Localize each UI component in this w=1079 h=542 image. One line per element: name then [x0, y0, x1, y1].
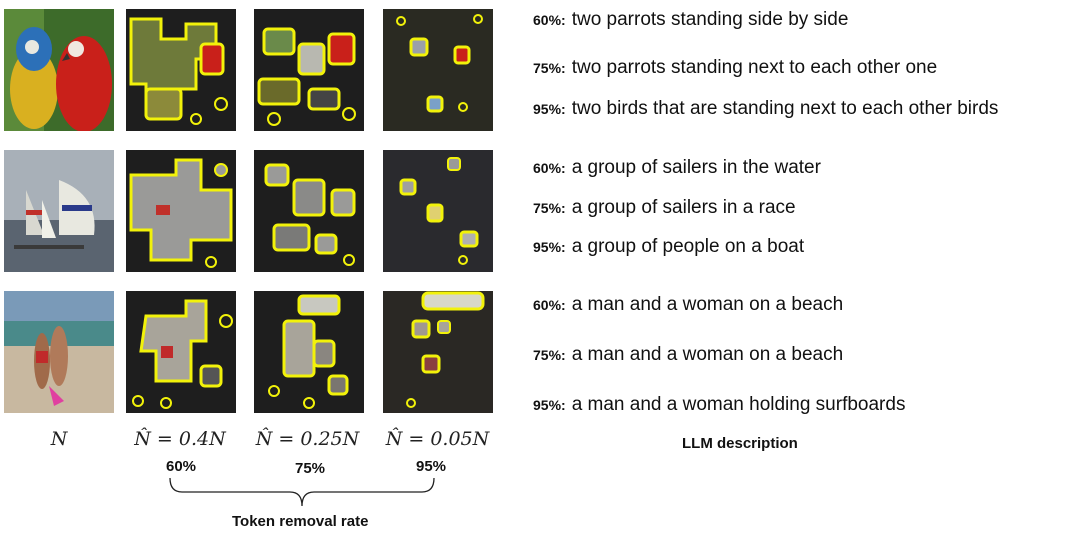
row2-caption-75: 75%: a group of sailers in a race: [533, 197, 796, 219]
row1-caption-60: 60%: two parrots standing side by side: [533, 9, 848, 31]
caption-text: two parrots standing next to each other …: [571, 57, 938, 78]
llm-description-label: LLM description: [682, 435, 798, 452]
row3-caption-75: 75%: a man and a woman on a beach: [533, 344, 843, 366]
row2-caption-60: 60%: a group of sailers in the water: [533, 157, 821, 179]
caption-pct: 75%:: [533, 200, 566, 216]
token-removal-rate-label: Token removal rate: [232, 513, 369, 530]
caption-text: a group of sailers in a race: [571, 197, 796, 218]
caption-text: a man and a woman holding surfboards: [571, 394, 906, 415]
row1-caption-75: 75%: two parrots standing next to each ot…: [533, 57, 937, 79]
caption-pct: 95%:: [533, 239, 566, 255]
row2-original-image: [4, 150, 114, 272]
rate-label-60: 60%: [165, 458, 197, 475]
row3-caption-95: 95%: a man and a woman holding surfboards: [533, 394, 905, 416]
row2-mask-75: [254, 150, 364, 272]
caption-pct: 75%:: [533, 347, 566, 363]
caption-pct: 60%:: [533, 160, 566, 176]
caption-pct: 60%:: [533, 297, 566, 313]
row1-mask-75: [254, 9, 364, 131]
row1-mask-60: [126, 9, 236, 131]
rate-label-95: 95%: [415, 458, 447, 475]
column-label-original: N: [50, 428, 68, 450]
row3-mask-75: [254, 291, 364, 413]
row2-mask-60: [126, 150, 236, 272]
caption-pct: 60%:: [533, 12, 566, 28]
token-removal-brace: [169, 478, 435, 507]
caption-text: a man and a woman on a beach: [571, 344, 844, 365]
row3-mask-95: [383, 291, 493, 413]
caption-pct: 75%:: [533, 60, 566, 76]
row3-mask-60: [126, 291, 236, 413]
row1-caption-95: 95%: two birds that are standing next to …: [533, 98, 998, 120]
column-label-rate-60: N̂ = 0.4N: [134, 428, 226, 450]
caption-text: two parrots standing side by side: [571, 9, 849, 30]
row2-caption-95: 95%: a group of people on a boat: [533, 236, 804, 258]
caption-pct: 95%:: [533, 101, 566, 117]
caption-text: a group of sailers in the water: [571, 157, 821, 178]
row1-mask-95: [383, 9, 493, 131]
caption-text: two birds that are standing next to each…: [571, 98, 999, 119]
caption-pct: 95%:: [533, 397, 566, 413]
rate-label-75: 75%: [294, 460, 326, 477]
caption-text: a group of people on a boat: [571, 236, 805, 257]
row1-original-image: [4, 9, 114, 131]
row3-original-image: [4, 291, 114, 413]
column-label-rate-75: N̂ = 0.25N: [255, 428, 360, 450]
row3-caption-60: 60%: a man and a woman on a beach: [533, 294, 843, 316]
caption-text: a man and a woman on a beach: [571, 294, 844, 315]
column-label-rate-95: N̂ = 0.05N: [385, 428, 490, 450]
row2-mask-95: [383, 150, 493, 272]
